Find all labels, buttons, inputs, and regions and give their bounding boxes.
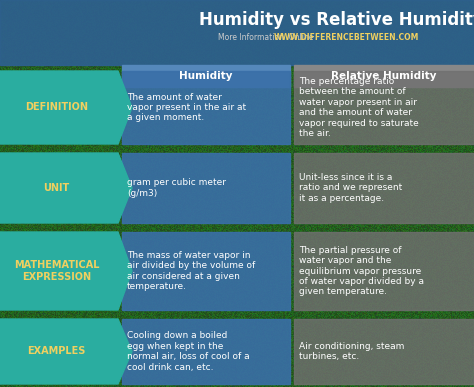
Bar — [122, 153, 290, 223]
Text: UNIT: UNIT — [44, 183, 70, 193]
Text: Humidity vs Relative Humidity: Humidity vs Relative Humidity — [199, 11, 474, 29]
Text: Cooling down a boiled
egg when kept in the
normal air, loss of cool of a
cool dr: Cooling down a boiled egg when kept in t… — [127, 331, 250, 372]
Polygon shape — [0, 153, 132, 223]
Bar — [122, 71, 290, 144]
Bar — [294, 65, 474, 87]
Text: More Information  Online: More Information Online — [218, 33, 313, 41]
Text: WWW.DIFFERENCEBETWEEN.COM: WWW.DIFFERENCEBETWEEN.COM — [273, 33, 419, 41]
Text: Air conditioning, steam
turbines, etc.: Air conditioning, steam turbines, etc. — [299, 342, 404, 361]
Bar — [294, 232, 474, 310]
Text: Unit-less since it is a
ratio and we represent
it as a percentage.: Unit-less since it is a ratio and we rep… — [299, 173, 402, 203]
Polygon shape — [0, 232, 132, 310]
Text: The mass of water vapor in
air divided by the volume of
air considered at a give: The mass of water vapor in air divided b… — [127, 251, 255, 291]
Bar — [294, 71, 474, 144]
Bar — [122, 65, 290, 87]
Bar — [294, 153, 474, 223]
Polygon shape — [0, 319, 132, 384]
Text: DEFINITION: DEFINITION — [25, 103, 88, 113]
Bar — [0, 0, 474, 65]
Text: EXAMPLES: EXAMPLES — [27, 346, 86, 356]
Text: Humidity: Humidity — [179, 71, 233, 81]
Bar — [122, 232, 290, 310]
Text: Relative Humidity: Relative Humidity — [331, 71, 437, 81]
Text: The partial pressure of
water vapor and the
equilibrium vapor pressure
of water : The partial pressure of water vapor and … — [299, 246, 424, 296]
Bar — [294, 319, 474, 384]
Text: The amount of water
vapor present in the air at
a given moment.: The amount of water vapor present in the… — [127, 92, 246, 122]
Polygon shape — [0, 71, 132, 144]
Text: gram per cubic meter
(g/m3): gram per cubic meter (g/m3) — [127, 178, 226, 198]
Text: The percentage ratio
between the amount of
water vapor present in air
and the am: The percentage ratio between the amount … — [299, 77, 419, 138]
Text: MATHEMATICAL
EXPRESSION: MATHEMATICAL EXPRESSION — [14, 260, 100, 282]
Bar — [122, 319, 290, 384]
